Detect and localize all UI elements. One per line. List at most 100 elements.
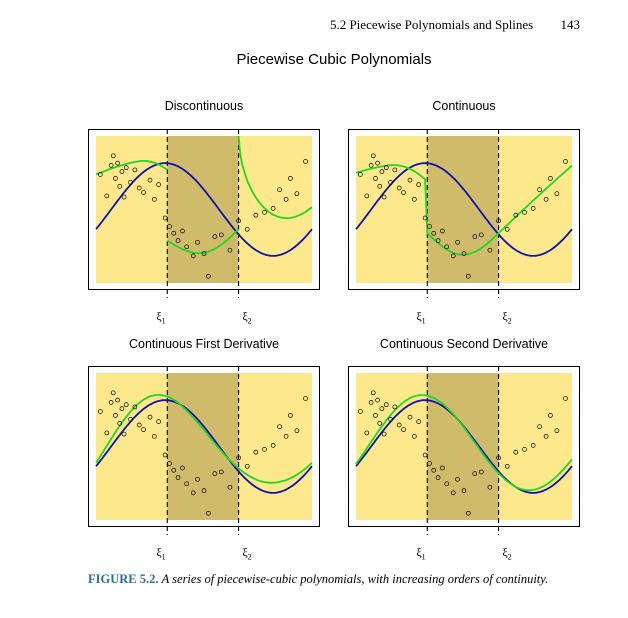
data-point: [440, 228, 445, 234]
data-point: [461, 251, 467, 256]
data-point: [487, 484, 493, 490]
data-point: [171, 230, 177, 236]
data-point: [171, 467, 177, 473]
data-point: [205, 510, 211, 516]
data-point: [450, 490, 456, 496]
data-point: [180, 228, 185, 234]
plot-frame: [88, 129, 320, 290]
data-point: [478, 469, 484, 475]
data-point: [472, 234, 478, 239]
data-point: [396, 422, 402, 428]
region-middle: [167, 373, 239, 520]
panel-first-derivative: [88, 366, 320, 535]
data-point: [522, 446, 527, 452]
data-point: [236, 455, 241, 461]
data-point: [156, 419, 161, 424]
knot-label-xi1: ξ1: [416, 545, 426, 562]
data-point: [379, 406, 385, 411]
knot-label-xi2: ξ2: [502, 309, 512, 326]
panel-title-continuous: Continuous: [432, 99, 496, 113]
data-point: [283, 196, 289, 202]
data-point: [416, 419, 421, 424]
data-point: [383, 402, 389, 408]
data-point: [388, 417, 393, 422]
data-point: [431, 467, 437, 473]
plot-frame: [88, 366, 320, 527]
data-point: [253, 449, 259, 455]
data-point: [431, 230, 437, 236]
data-point: [294, 428, 300, 434]
true-curve: [355, 162, 573, 257]
data-point: [427, 224, 432, 229]
data-point: [132, 167, 138, 173]
knot-label-xi1: ξ1: [416, 309, 426, 326]
data-point: [113, 176, 118, 181]
data-point: [119, 406, 125, 411]
data-point: [450, 253, 456, 259]
data-point: [262, 446, 267, 452]
data-point: [195, 239, 200, 245]
data-point: [537, 424, 542, 430]
plot-frame: [348, 129, 580, 290]
data-point: [396, 185, 402, 191]
knot-label-xi1: ξ1: [156, 545, 166, 562]
data-point: [364, 430, 370, 436]
data-point: [104, 193, 110, 199]
data-point: [123, 402, 129, 408]
data-point: [543, 433, 549, 439]
data-point: [435, 238, 441, 243]
data-point: [537, 187, 542, 193]
panel-discontinuous: [88, 129, 320, 298]
region-right: [498, 136, 572, 283]
data-point: [530, 206, 536, 211]
data-point: [108, 163, 114, 168]
data-point: [205, 273, 211, 279]
caption-label: FIGURE 5.2.: [88, 572, 159, 586]
region-left: [96, 373, 168, 520]
data-point: [407, 177, 413, 183]
data-point: [548, 176, 553, 181]
data-point: [236, 218, 241, 224]
panel-continuous: [348, 129, 580, 298]
data-point: [381, 431, 387, 437]
data-point: [115, 397, 120, 403]
data-point: [136, 185, 142, 191]
data-point: [465, 273, 471, 279]
data-point: [108, 400, 114, 405]
data-point: [368, 400, 374, 405]
panel-title-second-derivative: Continuous Second Derivative: [379, 337, 549, 351]
data-point: [513, 212, 519, 218]
data-point: [97, 172, 103, 177]
data-point: [407, 414, 413, 420]
data-point: [113, 413, 118, 418]
data-point: [401, 190, 406, 195]
data-point: [262, 209, 267, 215]
data-point: [513, 449, 519, 455]
data-point: [270, 206, 276, 211]
data-point: [383, 165, 389, 171]
data-point: [563, 396, 568, 401]
data-point: [496, 455, 501, 461]
data-point: [151, 196, 157, 202]
data-point: [444, 244, 450, 250]
knot-label-xi2: ξ2: [502, 545, 512, 562]
data-point: [190, 253, 196, 259]
data-point: [117, 420, 123, 426]
region-right: [498, 373, 572, 520]
data-point: [422, 215, 428, 221]
data-point: [435, 475, 441, 480]
data-point: [110, 390, 116, 396]
fit-curve: [95, 394, 313, 484]
data-point: [162, 215, 168, 221]
data-point: [190, 490, 196, 496]
data-point: [218, 232, 224, 238]
data-point: [411, 433, 417, 439]
panel-title-discontinuous: Discontinuous: [164, 99, 244, 113]
data-point: [147, 414, 153, 420]
data-point: [141, 427, 146, 432]
fit-curve: [355, 164, 573, 256]
data-point: [201, 251, 207, 256]
data-point: [167, 224, 172, 229]
figure-caption: FIGURE 5.2. A series of piecewise-cubic …: [88, 570, 588, 588]
data-point: [373, 413, 378, 418]
